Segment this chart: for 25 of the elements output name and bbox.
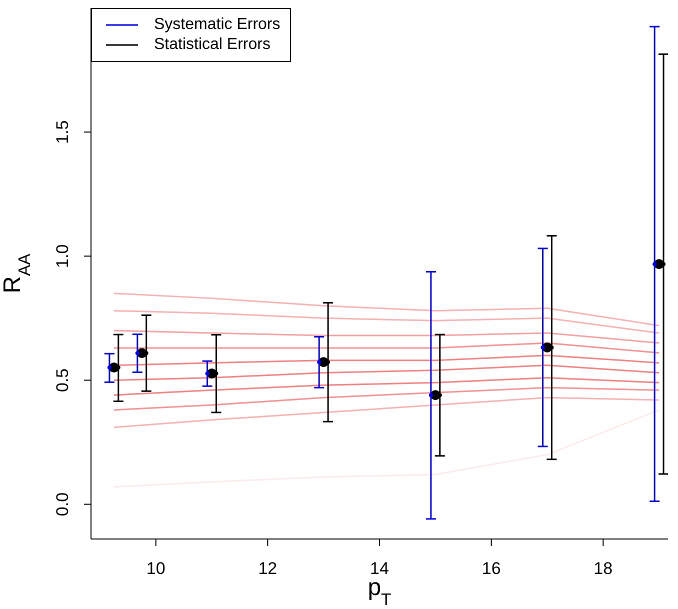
line-series [113, 386, 660, 411]
legend-label: Statistical Errors [154, 36, 270, 54]
legend-label: Systematic Errors [154, 16, 280, 34]
x-tick-label: 16 [482, 559, 501, 578]
y-tick-label: 0.0 [53, 492, 72, 516]
line-series [113, 310, 660, 334]
line-series [113, 409, 660, 488]
y-tick-label: 1.0 [53, 244, 72, 268]
x-tick-label: 12 [258, 559, 278, 578]
x-tick-label: 10 [146, 559, 166, 578]
line-series [113, 330, 660, 344]
point [317, 360, 322, 364]
line-series [113, 376, 660, 396]
point [205, 371, 210, 376]
point [107, 366, 112, 370]
point [540, 345, 545, 350]
line-series [113, 292, 660, 326]
point [135, 351, 140, 356]
line-series [113, 396, 660, 428]
y-tick-label: 1.5 [53, 120, 72, 144]
point [428, 393, 433, 398]
x-tick-label: 18 [594, 559, 613, 578]
line-series [113, 364, 660, 381]
y-tick-label: 0.5 [53, 368, 72, 392]
point [652, 262, 657, 266]
